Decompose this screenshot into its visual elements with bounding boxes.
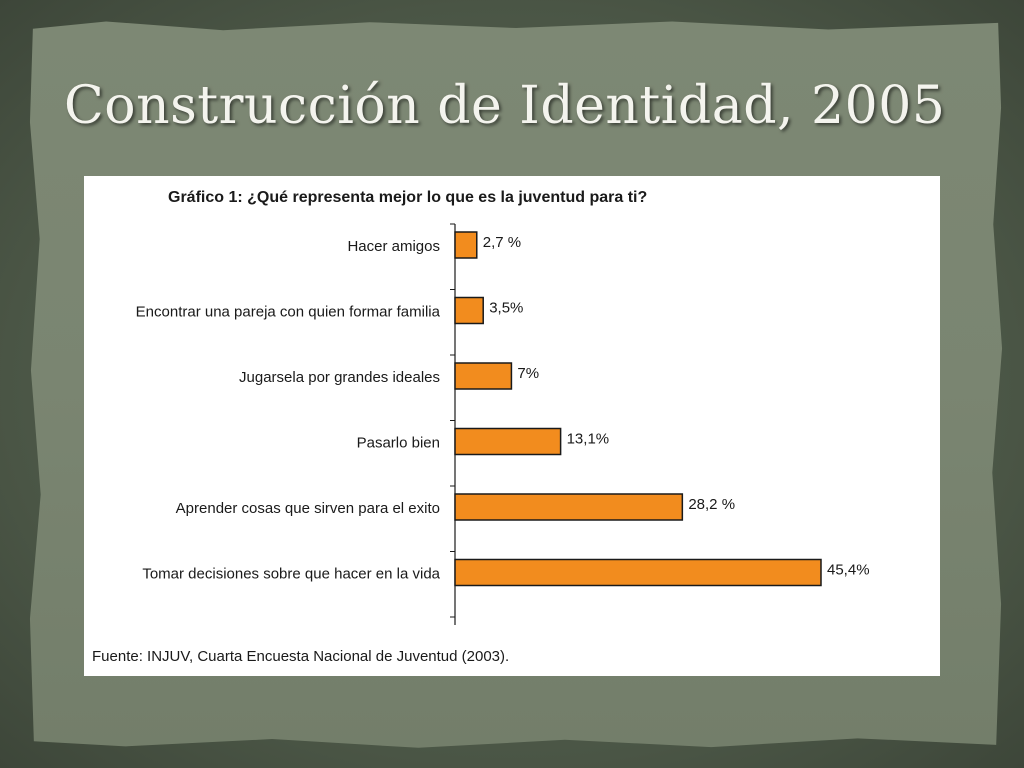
bar <box>454 231 478 259</box>
bar <box>454 362 513 390</box>
bar-chart: Gráfico 1: ¿Qué representa mejor lo que … <box>92 189 870 665</box>
slide-title: Construcción de Identidad, 2005 <box>64 76 946 136</box>
chart-panel: Gráfico 1: ¿Qué representa mejor lo que … <box>84 176 940 676</box>
category-label: Pasarlo bien <box>357 435 440 452</box>
bar <box>454 493 684 521</box>
category-label: Tomar decisiones sobre que hacer en la v… <box>142 566 440 583</box>
data-label: 45,4% <box>827 562 870 579</box>
bar <box>454 558 822 587</box>
data-label: 28,2 % <box>688 496 735 513</box>
data-label: 3,5% <box>489 300 523 317</box>
chart-marks: Hacer amigos 2,7 % Encontrar una pareja co… <box>136 223 870 625</box>
chart-title: Gráfico 1: ¿Qué representa mejor lo que … <box>168 189 647 206</box>
bar <box>454 427 562 456</box>
category-label: Encontrar una pareja con quien formar fa… <box>136 304 441 321</box>
data-label: 2,7 % <box>483 234 521 251</box>
bar <box>454 296 484 325</box>
data-label: 7% <box>517 365 539 382</box>
category-label: Jugarsela por grandes ideales <box>239 369 440 386</box>
category-label: Aprender cosas que sirven para el exito <box>176 500 440 517</box>
chart-source: Fuente: INJUV, Cuarta Encuesta Nacional … <box>92 648 509 665</box>
data-label: 13,1% <box>567 431 610 448</box>
category-label: Hacer amigos <box>347 238 440 255</box>
